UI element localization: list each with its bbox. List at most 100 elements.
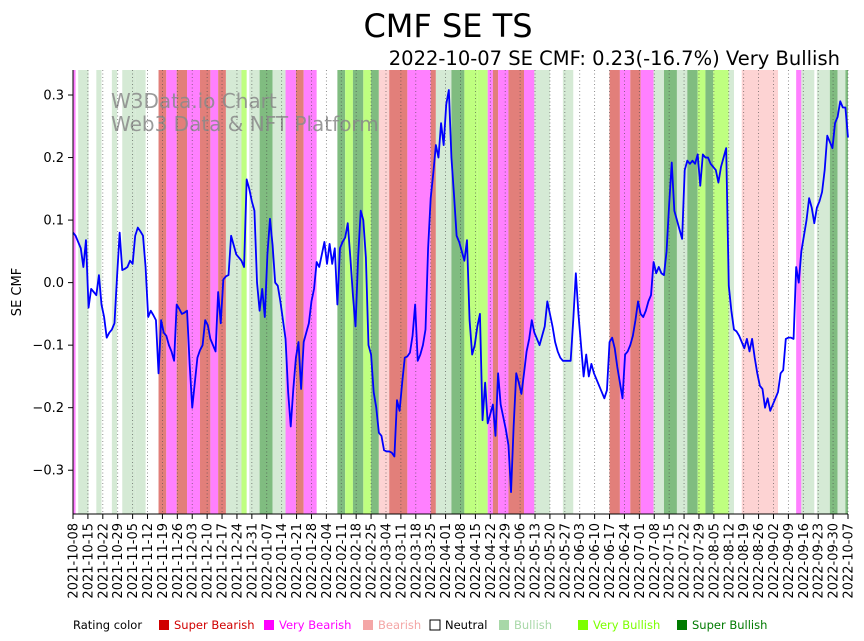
y-ticks: 0.3 0.2 0.1 0.0 −0.1 −0.2 −0.3: [32, 89, 73, 479]
y-tick-label: −0.3: [32, 464, 64, 479]
rating-band-bullish: [562, 70, 574, 514]
x-tick-label: 2022-07-08: [648, 523, 663, 599]
rating-band-super-bullish: [687, 70, 698, 514]
x-tick-label: 2022-04-01: [439, 523, 454, 599]
rating-band-super-bearish: [389, 70, 408, 514]
x-tick-label: 2022-03-11: [394, 523, 409, 599]
x-tick-label: 2021-12-24: [230, 523, 245, 599]
rating-band-super-bearish: [630, 70, 641, 514]
legend-swatch: [264, 620, 274, 630]
rating-band-bullish: [225, 70, 242, 514]
rating-band-bullish: [122, 70, 136, 514]
x-tick-label: 2022-03-18: [409, 523, 424, 599]
rating-band-bullish: [653, 70, 664, 514]
rating-band-bullish: [78, 70, 89, 514]
rating-band-super-bearish: [609, 70, 620, 514]
chart-title: CMF SE TS: [363, 7, 532, 45]
rating-band-bullish: [816, 70, 830, 514]
rating-band-bullish: [249, 70, 260, 514]
rating-band-very-bearish: [187, 70, 201, 514]
x-tick-label: 2021-11-19: [156, 523, 171, 599]
x-tick-label: 2022-01-28: [305, 523, 320, 599]
x-tick-label: 2022-09-16: [797, 523, 812, 599]
x-tick-label: 2022-04-22: [484, 523, 499, 599]
rating-band-super-bullish: [371, 70, 379, 514]
x-tick-label: 2022-06-10: [588, 523, 603, 599]
legend-item-label: Very Bearish: [279, 618, 351, 632]
rating-band-very-bullish: [345, 70, 353, 514]
x-tick-label: 2022-09-09: [782, 523, 797, 599]
legend-item-label: Bearish: [378, 618, 421, 632]
legend-title: Rating color: [73, 618, 142, 632]
rating-band-very-bullish: [713, 70, 729, 514]
x-tick-label: 2022-07-22: [678, 523, 693, 599]
rating-band-super-bullish: [451, 70, 465, 514]
rating-band-bearish: [378, 70, 390, 514]
rating-band-very-bearish: [619, 70, 631, 514]
rating-band-very-bearish: [640, 70, 654, 514]
rating-band-very-bullish: [697, 70, 706, 514]
rating-band-bullish: [534, 70, 550, 514]
rating-band-super-bearish: [176, 70, 188, 514]
rating-band-bullish: [728, 70, 734, 514]
x-tick-label: 2022-08-12: [722, 523, 737, 599]
x-ticks: 2021-10-08 2021-10-15 2021-10-22 2021-10-29…: [67, 514, 857, 599]
x-tick-label: 2021-12-10: [201, 523, 216, 599]
x-tick-label: 2021-11-12: [141, 523, 156, 599]
x-tick-label: 2022-02-11: [335, 523, 350, 599]
chart-subtitle: 2022-10-07 SE CMF: 0.23(-16.7%) Very Bul…: [389, 47, 840, 70]
rating-band-very-bearish: [796, 70, 802, 514]
x-tick-label: 2021-12-03: [186, 523, 201, 599]
vertical-gridlines: [72, 70, 849, 514]
y-tick-label: 0.3: [43, 89, 64, 104]
x-tick-label: 2022-01-07: [260, 523, 275, 599]
rating-band-very-bearish: [285, 70, 296, 514]
rating-band-super-bearish: [430, 70, 436, 514]
x-tick-label: 2022-09-23: [812, 523, 827, 599]
rating-band-super-bullish: [663, 70, 677, 514]
y-tick-label: 0.1: [43, 214, 64, 229]
rating-band-super-bullish: [337, 70, 346, 514]
y-tick-label: −0.1: [32, 339, 64, 354]
y-tick-label: 0.0: [43, 276, 64, 291]
rating-band-bullish: [837, 70, 846, 514]
x-tick-label: 2022-05-20: [543, 523, 558, 599]
x-tick-label: 2022-05-06: [514, 523, 529, 599]
x-tick-label: 2022-01-21: [290, 523, 305, 599]
legend-item-label: Super Bearish: [174, 618, 255, 632]
legend-item-label: Neutral: [445, 618, 487, 632]
x-tick-label: 2022-06-17: [603, 523, 618, 599]
y-tick-label: 0.2: [43, 151, 64, 166]
legend-item-label: Super Bullish: [692, 618, 767, 632]
rating-band-very-bullish: [241, 70, 247, 514]
series-layer: [72, 89, 849, 494]
x-tick-label: 2022-08-26: [752, 523, 767, 599]
x-tick-label: 2022-02-18: [350, 523, 365, 599]
rating-band-super-bearish: [200, 70, 211, 514]
rating-band-very-bullish: [477, 70, 488, 514]
x-tick-label: 2022-04-08: [454, 523, 469, 599]
x-tick-label: 2021-12-31: [245, 523, 260, 599]
x-tick-label: 2021-10-15: [81, 523, 96, 599]
x-tick-label: 2021-10-08: [67, 523, 82, 599]
y-tick-label: −0.2: [32, 401, 64, 416]
rating-band-very-bearish: [487, 70, 493, 514]
y-axis-label: SE CMF: [10, 268, 25, 316]
rating-band-super-bearish: [158, 70, 167, 514]
x-tick-label: 2022-05-13: [529, 523, 544, 599]
legend-swatch: [578, 620, 588, 630]
series-line: [72, 89, 849, 494]
x-tick-label: 2021-11-05: [126, 523, 141, 599]
rating-band-very-bearish: [498, 70, 509, 514]
rating-band-bullish: [96, 70, 102, 514]
x-tick-label: 2022-08-19: [737, 523, 752, 599]
rating-band-bullish: [135, 70, 146, 514]
watermark-line: W3Data.io Chart: [111, 89, 277, 113]
x-tick-label: 2022-07-01: [633, 523, 648, 599]
x-tick-label: 2022-09-02: [767, 523, 782, 599]
x-tick-label: 2022-07-29: [692, 523, 707, 599]
x-tick-label: 2021-10-22: [96, 523, 111, 599]
x-tick-label: 2022-04-29: [499, 523, 514, 599]
rating-band-very-bearish: [407, 70, 431, 514]
